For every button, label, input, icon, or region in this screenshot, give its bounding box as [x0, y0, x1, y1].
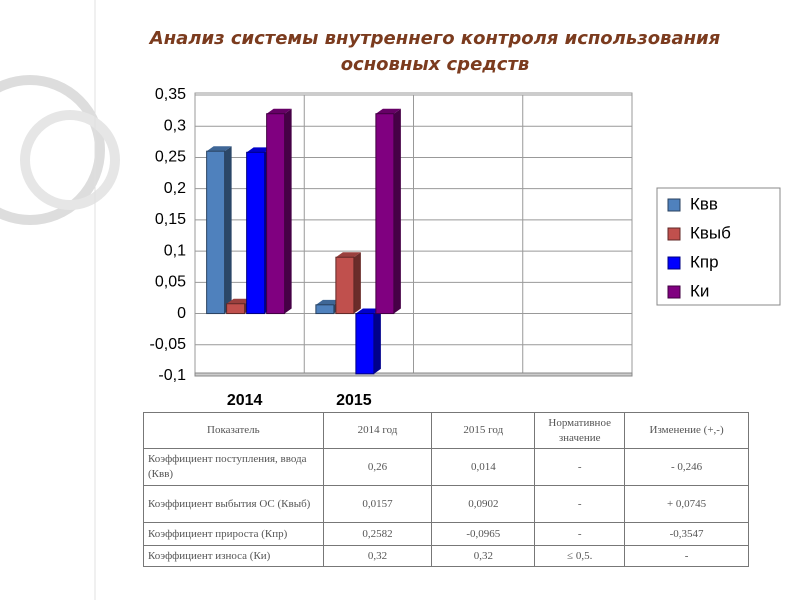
x-tick-label: 2015 [336, 392, 372, 409]
bar-side [224, 146, 232, 314]
header-cell: Нормативное значение [534, 412, 626, 449]
table-cell: - [624, 545, 749, 567]
legend-swatch [667, 227, 681, 241]
bar [335, 256, 355, 315]
table-cell: Коэффициент выбытия ОС (Квыб) [143, 485, 324, 523]
bar [266, 113, 286, 315]
table-row: Коэффициент поступления, ввода (Квв) 0,26… [143, 448, 749, 486]
table-cell: -0,0965 [431, 522, 536, 546]
x-tick-label: 2014 [227, 392, 263, 409]
legend-label: Кпр [690, 252, 719, 271]
header-cell: Изменение (+,-) [624, 412, 749, 449]
legend-label: Квв [690, 194, 718, 213]
table-cell: - [534, 448, 626, 486]
table-cell: 0,014 [431, 448, 536, 486]
y-tick-label: -0,1 [158, 367, 186, 384]
header-cell: 2015 год [431, 412, 536, 449]
bar [246, 151, 266, 315]
table-cell: 0,32 [322, 545, 433, 567]
bar-top [355, 308, 381, 314]
table-cell: -0,3547 [624, 522, 749, 546]
table-cell: Коэффициент прироста (Кпр) [143, 522, 324, 546]
table-cell: - 0,246 [624, 448, 749, 486]
table-cell: 0,2582 [322, 522, 433, 546]
table-header-row: Показатель 2014 год 2015 год Нормативное зн… [143, 412, 749, 449]
bar-top [226, 298, 252, 304]
bar [315, 304, 335, 315]
bar-top [266, 108, 292, 114]
decoration [0, 75, 120, 225]
y-tick-label: 0,15 [155, 211, 186, 228]
y-tick-label: 0,1 [164, 242, 186, 259]
table-cell: 0,0902 [431, 485, 536, 523]
bar-side [373, 308, 381, 374]
table-row: Коэффициент прироста (Кпр) 0,2582 -0,0965-… [143, 522, 749, 546]
table-cell: - [534, 522, 626, 546]
bar-side [353, 252, 361, 314]
legend-label: Ки [690, 281, 709, 300]
y-tick-label: 0,35 [155, 86, 186, 103]
table-cell: 0,32 [431, 545, 536, 567]
y-tick-label: 0,05 [155, 274, 186, 291]
floor [194, 372, 633, 377]
table-cell: - [534, 485, 626, 523]
bar-top [206, 146, 232, 152]
bar-top [375, 108, 401, 114]
bar-side [393, 108, 401, 314]
legend-swatch [667, 198, 681, 212]
legend-label: Квыб [690, 223, 731, 242]
legend-swatch [667, 256, 681, 270]
chart-title: Анализ системы внутреннего контроля испо… [149, 28, 721, 75]
legend-swatch [667, 285, 681, 299]
table-cell: 0,0157 [322, 485, 433, 523]
bar-top [246, 147, 272, 153]
bar-top [315, 299, 341, 305]
table-cell: 0,26 [322, 448, 433, 486]
y-tick-label: -0,05 [150, 336, 187, 353]
table-cell: Коэффициент поступления, ввода (Квв) [143, 448, 324, 486]
bar-side [284, 108, 292, 314]
header-cell: 2014 год [322, 412, 433, 449]
table-row: Коэффициент выбытия ОС (Квыб) 0,0157 0,090… [143, 485, 749, 523]
table-cell: + 0,0745 [624, 485, 749, 523]
y-tick-label: 0 [177, 305, 186, 322]
y-tick-label: 0,25 [155, 149, 186, 166]
bar-top [335, 252, 361, 258]
table-cell: Коэффициент износа (Ки) [143, 545, 324, 567]
table-cell: ≤ 0,5. [534, 545, 626, 567]
y-tick-label: 0,2 [164, 180, 186, 197]
bar [206, 150, 226, 315]
y-tick-label: 0,3 [164, 117, 186, 134]
bar [355, 313, 375, 375]
table-row: Коэффициент износа (Ки) 0,32 0,32 ≤ 0,5. - [143, 545, 749, 567]
bar [375, 113, 395, 315]
data-table: Показатель 2014 год 2015 год Нормативное зн… [143, 412, 749, 567]
header-cell: Показатель [143, 412, 324, 449]
bar [226, 303, 246, 315]
